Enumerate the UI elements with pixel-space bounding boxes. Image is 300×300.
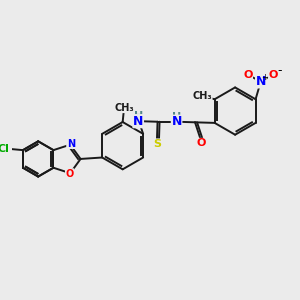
Text: O: O <box>196 138 206 148</box>
Text: +: + <box>261 74 268 82</box>
Text: O: O <box>268 70 278 80</box>
Text: S: S <box>153 139 161 149</box>
Text: N: N <box>256 75 266 88</box>
Text: H: H <box>172 112 181 122</box>
Text: N: N <box>67 139 75 148</box>
Text: N: N <box>171 115 182 128</box>
Text: Cl: Cl <box>0 144 10 154</box>
Text: O: O <box>243 70 253 80</box>
Text: CH₃: CH₃ <box>114 103 134 112</box>
Text: CH₃: CH₃ <box>192 91 212 101</box>
Text: -: - <box>277 64 281 77</box>
Text: H: H <box>134 111 143 121</box>
Text: O: O <box>65 169 74 179</box>
Text: N: N <box>133 115 143 128</box>
